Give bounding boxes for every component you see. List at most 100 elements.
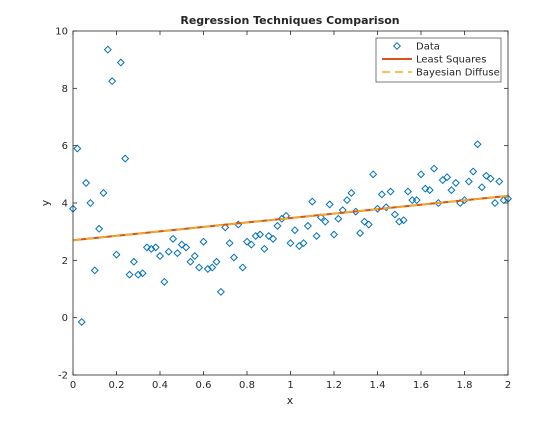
data-point xyxy=(269,234,278,243)
data-point xyxy=(425,186,434,195)
data-point xyxy=(325,200,334,209)
data-point xyxy=(199,237,208,246)
data-point xyxy=(177,240,186,249)
data-point xyxy=(447,186,456,195)
x-tick-label: 1 xyxy=(287,380,293,391)
y-axis-label: y xyxy=(39,199,52,206)
data-point xyxy=(356,229,365,238)
data-point xyxy=(247,240,256,249)
x-tick-label: 0.6 xyxy=(196,380,212,391)
data-point xyxy=(155,252,165,261)
data-point xyxy=(312,231,321,240)
data-point xyxy=(90,266,99,275)
x-tick-label: 0.8 xyxy=(239,380,255,391)
data-point xyxy=(490,198,499,208)
data-point xyxy=(216,287,225,296)
data-point xyxy=(382,203,391,212)
data-point xyxy=(77,317,86,326)
y-tick-label: 0 xyxy=(62,313,68,324)
y-tick-label: 10 xyxy=(55,27,68,38)
data-point xyxy=(142,243,151,252)
chart-title: Regression Techniques Comparison xyxy=(180,14,399,27)
y-tick-label: 8 xyxy=(62,84,68,95)
data-point xyxy=(260,244,269,253)
data-point xyxy=(464,177,473,186)
data-point xyxy=(229,253,238,262)
data-point xyxy=(242,237,252,246)
data-point xyxy=(486,174,495,183)
x-tick-label: 0.4 xyxy=(152,380,168,391)
data-point xyxy=(482,171,491,180)
data-point xyxy=(108,77,117,86)
data-point xyxy=(195,263,204,272)
data-point xyxy=(125,270,134,279)
data-point xyxy=(82,178,91,187)
data-point xyxy=(286,239,295,248)
data-point xyxy=(86,198,95,208)
data-point xyxy=(334,214,343,223)
data-point xyxy=(221,223,230,232)
bayesian-diffuse-line xyxy=(72,195,509,242)
data-point xyxy=(321,217,330,226)
legend-label: Bayesian Diffuse xyxy=(416,68,500,79)
data-point xyxy=(386,187,395,196)
y-tick-label: 2 xyxy=(62,256,68,267)
data-point xyxy=(273,221,282,230)
data-point xyxy=(495,177,504,186)
data-point xyxy=(369,170,378,179)
data-point xyxy=(121,154,130,163)
legend: Data Least Squares Bayesian Diffuse xyxy=(375,37,502,83)
data-point xyxy=(173,249,182,258)
data-point xyxy=(399,216,408,225)
data-point xyxy=(329,230,339,239)
data-point xyxy=(299,239,308,248)
data-point xyxy=(430,164,439,173)
data-point xyxy=(477,183,486,192)
x-tick-label: 1.8 xyxy=(457,380,473,391)
y-tick-label: 6 xyxy=(62,141,68,152)
data-point xyxy=(373,204,382,213)
data-point xyxy=(412,196,421,205)
y-tick-label: -2 xyxy=(58,371,68,382)
data-point xyxy=(208,263,217,272)
x-tick-label: 1.4 xyxy=(370,380,386,391)
legend-label: Data xyxy=(416,42,440,53)
x-tick-label: 1.6 xyxy=(413,380,429,391)
data-point xyxy=(421,184,430,193)
data-point xyxy=(343,196,352,205)
data-point xyxy=(186,257,195,266)
x-tick-label: 2 xyxy=(505,380,511,391)
data-point xyxy=(460,196,469,205)
data-point xyxy=(225,239,234,248)
data-point xyxy=(73,144,82,153)
data-point xyxy=(390,210,399,219)
data-point xyxy=(290,226,299,235)
data-point xyxy=(116,58,125,67)
data-point xyxy=(364,220,373,229)
data-point xyxy=(303,221,312,230)
data-point xyxy=(469,167,478,176)
data-point xyxy=(403,187,412,196)
data-point xyxy=(112,250,121,259)
data-point xyxy=(190,252,199,261)
data-point xyxy=(160,277,169,286)
data-point xyxy=(347,188,356,197)
data-point xyxy=(212,257,221,266)
x-tick-label: 0 xyxy=(70,380,76,391)
x-tick-label: 0.2 xyxy=(109,380,125,391)
data-point xyxy=(129,257,138,266)
data-point xyxy=(443,173,452,182)
data-point xyxy=(256,230,265,239)
data-point xyxy=(451,178,460,187)
data-point xyxy=(164,247,173,256)
data-point xyxy=(377,190,386,199)
x-tick-label: 1.2 xyxy=(326,380,342,391)
data-point xyxy=(151,243,160,252)
data-point xyxy=(499,196,508,205)
data-point xyxy=(473,140,482,149)
data-point xyxy=(203,264,212,273)
data-point xyxy=(103,45,112,54)
